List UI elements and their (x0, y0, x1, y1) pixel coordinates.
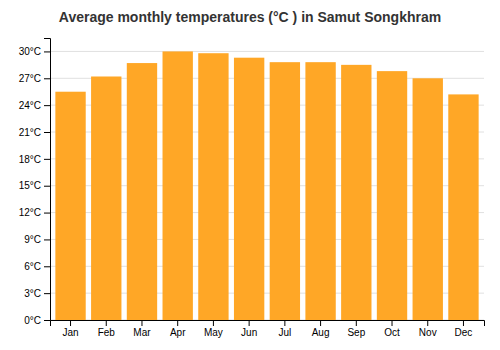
tick-label: 3°C (24, 288, 41, 299)
tick-mark (44, 213, 50, 214)
tick: 0°C (24, 315, 50, 326)
tick-label: Jun (241, 327, 257, 338)
bar (198, 53, 228, 320)
tick-label: 6°C (24, 261, 41, 272)
tick-label: 18°C (19, 154, 41, 165)
tick-label: 15°C (19, 180, 41, 191)
tick-label: 24°C (19, 100, 41, 111)
bar (413, 78, 443, 320)
tick: Sep (347, 320, 365, 338)
tick-mark (320, 320, 321, 326)
bar (91, 76, 121, 320)
tick: 9°C (24, 234, 50, 245)
tick-label: Sep (347, 327, 365, 338)
tick-label: Nov (419, 327, 437, 338)
tick-label: Mar (133, 327, 151, 338)
tick-mark (356, 320, 357, 326)
plot: 0°C 3°C 6°C 9°C 12°C 15°C 18°C 21°C 24°C 27°C 30°C… (19, 39, 485, 339)
tick-label: Oct (384, 327, 400, 338)
bar (234, 58, 264, 320)
tick-label: 0°C (24, 315, 41, 326)
tick-label: Dec (455, 327, 473, 338)
tick: 3°C (24, 288, 50, 299)
tick-mark (44, 320, 50, 321)
bars (55, 51, 478, 320)
tick-mark (70, 320, 71, 326)
tick-label: May (204, 327, 223, 338)
tick-mark (141, 320, 142, 326)
tick: 27°C (19, 73, 50, 84)
tick: Aug (312, 320, 330, 338)
tick-label: 21°C (19, 127, 41, 138)
bar (377, 71, 407, 320)
x-axis: Jan Feb Mar Apr May Jun Jul Aug Sep Oct Nov Dec (51, 320, 485, 338)
tick: Dec (455, 320, 473, 338)
grid (50, 51, 484, 320)
tick-mark (106, 320, 107, 326)
grid-line (50, 51, 484, 52)
tick-label: Aug (312, 327, 330, 338)
tick-label: Apr (170, 327, 186, 338)
tick-mark (44, 51, 50, 52)
tick-mark (44, 239, 50, 240)
tick-label: Jan (62, 327, 78, 338)
tick: 30°C (19, 46, 50, 57)
chart: Average monthly temperatures (°C ) in Sa… (0, 0, 500, 350)
tick-mark (392, 320, 393, 326)
tick: 24°C (19, 100, 50, 111)
tick-mark (427, 320, 428, 326)
tick: 15°C (19, 180, 50, 191)
bar (127, 63, 157, 320)
tick: Apr (170, 320, 186, 338)
tick: Mar (133, 320, 151, 338)
tick: 6°C (24, 261, 50, 272)
axis-line (44, 39, 51, 321)
tick-mark (44, 266, 50, 267)
tick-mark (213, 320, 214, 326)
tick-mark (249, 320, 250, 326)
tick-label: 27°C (19, 73, 41, 84)
tick-label: 12°C (19, 207, 41, 218)
title: Average monthly temperatures (°C ) in Sa… (59, 9, 441, 25)
tick-mark (44, 78, 50, 79)
tick: Jun (241, 320, 257, 338)
bar (448, 94, 478, 320)
tick-label: Jul (278, 327, 291, 338)
tick: 12°C (19, 207, 50, 218)
tick: 18°C (19, 154, 50, 165)
tick-label: 9°C (24, 234, 41, 245)
bar (341, 65, 371, 320)
bar (270, 62, 300, 320)
tick: May (204, 320, 223, 338)
tick-mark (44, 186, 50, 187)
tick-mark (44, 132, 50, 133)
tick: Oct (384, 320, 400, 338)
tick: Jul (278, 320, 291, 338)
tick-mark (44, 293, 50, 294)
tick-mark (44, 105, 50, 106)
bar (163, 51, 193, 320)
y-axis: 0°C 3°C 6°C 9°C 12°C 15°C 18°C 21°C 24°C 27°C 30°C (19, 39, 51, 326)
axis-line (51, 321, 485, 327)
tick: 21°C (19, 127, 50, 138)
tick-label: Feb (98, 327, 116, 338)
tick: Jan (62, 320, 78, 338)
tick: Feb (98, 320, 116, 338)
tick-mark (463, 320, 464, 326)
tick-mark (177, 320, 178, 326)
bar (305, 62, 335, 320)
tick-mark (44, 159, 50, 160)
tick: Nov (419, 320, 437, 338)
tick-mark (284, 320, 285, 326)
tick-label: 30°C (19, 46, 41, 57)
bar (55, 92, 85, 320)
